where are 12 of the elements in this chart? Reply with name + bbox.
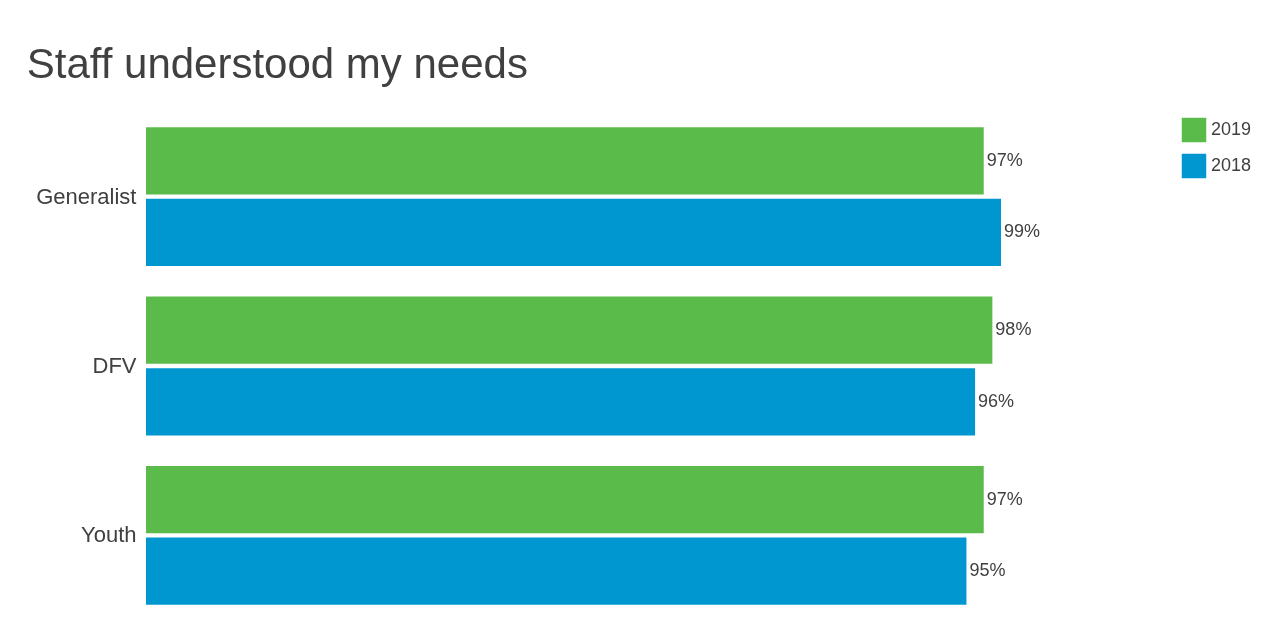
data-label: 99% xyxy=(1004,221,1041,242)
legend-label: 2019 xyxy=(1211,119,1252,139)
y-tick-label: Youth xyxy=(81,522,137,548)
data-label: 97% xyxy=(986,149,1023,170)
data-label: 96% xyxy=(978,390,1015,411)
legend-label: 2018 xyxy=(1211,155,1252,175)
data-label: 97% xyxy=(986,488,1023,509)
data-label: 95% xyxy=(969,560,1006,581)
y-tick-label: DFV xyxy=(92,353,137,378)
data-label: 98% xyxy=(995,319,1032,340)
chart-title: Staff understood my needs xyxy=(26,40,528,87)
y-tick-label: Generalist xyxy=(36,183,137,209)
